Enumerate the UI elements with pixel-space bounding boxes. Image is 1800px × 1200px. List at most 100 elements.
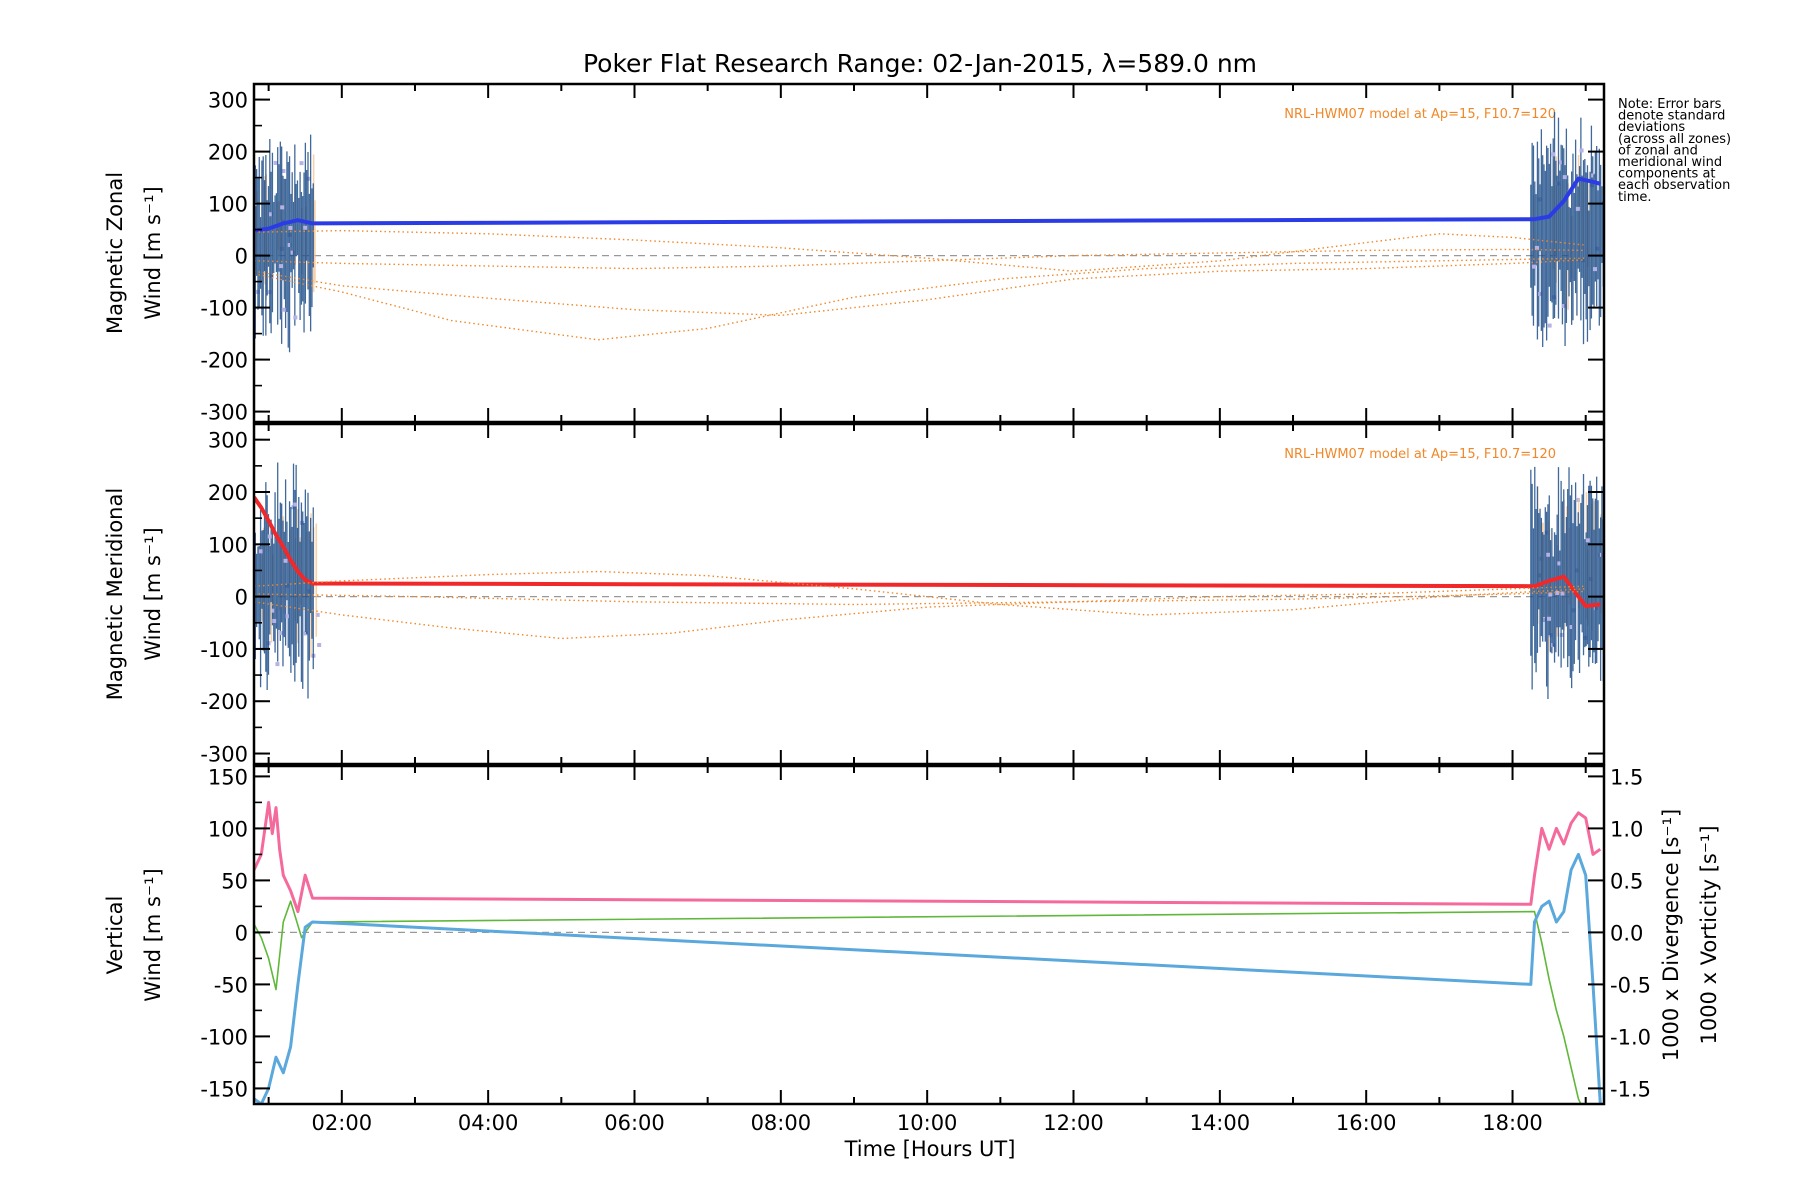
y-axis-label: Vertical	[103, 896, 127, 975]
y-tick-label: -300	[200, 743, 248, 767]
zone-wind-point	[317, 643, 322, 648]
zone-wind-point	[315, 612, 320, 617]
zonal-plot-frame	[252, 82, 1606, 424]
x-tick-label: 02:00	[312, 1111, 373, 1135]
zone-wind-point	[1538, 291, 1543, 296]
right-y-tick-label: -1.0	[1610, 1025, 1651, 1049]
zone-wind-point	[268, 212, 273, 217]
meridional-wind-panel: NRL-HWM07 model at Ap=15, F10.7=120 300 2…	[103, 422, 1606, 767]
zone-wind-point	[293, 315, 298, 320]
y-tick-label: 0	[235, 921, 248, 945]
zone-wind-point	[1534, 245, 1539, 250]
zone-wind-point	[1555, 590, 1560, 595]
note-line: deviations	[1618, 120, 1685, 135]
y-axis-label: Magnetic Zonal	[103, 172, 127, 334]
zone-wind-point	[267, 534, 272, 539]
hwm07-model-1-line	[254, 585, 1586, 640]
zone-wind-point	[306, 176, 311, 181]
zone-wind-point	[1585, 538, 1590, 543]
zone-wind-point	[1562, 175, 1567, 180]
zone-wind-point	[285, 614, 290, 619]
zone-wind-point	[279, 264, 284, 269]
note-line: meridional wind	[1618, 155, 1722, 170]
zone-wind-point	[1569, 625, 1574, 630]
chart-title: Poker Flat Research Range: 02-Jan-2015, …	[583, 49, 1257, 78]
y-tick-label: -100	[200, 638, 248, 662]
note-line: each observation	[1618, 178, 1730, 193]
zone-wind-point	[1532, 264, 1537, 269]
y-axis-label: Wind [m s⁻¹]	[141, 527, 165, 660]
1000-x-divergence-line	[254, 852, 1602, 1104]
note-line: Note: Error bars	[1618, 97, 1722, 112]
y-tick-label: 50	[221, 869, 248, 893]
zone-wind-point	[271, 608, 276, 613]
zone-wind-point	[290, 250, 295, 255]
x-tick-label: 06:00	[604, 1111, 665, 1135]
zone-wind-point	[1546, 616, 1551, 621]
zone-wind-point	[293, 502, 298, 507]
zone-wind-point	[275, 662, 280, 667]
zone-wind-point	[1579, 148, 1584, 153]
zone-wind-point	[280, 205, 285, 210]
note-line: time.	[1618, 190, 1652, 205]
zone-wind-point	[1558, 160, 1563, 165]
x-tick-label: 08:00	[751, 1111, 812, 1135]
x-tick-label: 16:00	[1336, 1111, 1397, 1135]
y-tick-label: -50	[214, 973, 248, 997]
y-tick-label: -200	[200, 690, 248, 714]
y-tick-label: 300	[208, 89, 248, 113]
note-line: components at	[1618, 167, 1716, 182]
y-tick-label: 200	[208, 141, 248, 165]
right-y-tick-label: 0.5	[1610, 869, 1643, 893]
zonal-wind-panel: NRL-HWM07 model at Ap=15, F10.7=120 300 2…	[103, 82, 1606, 425]
zonal-plot-area	[254, 112, 1604, 353]
zone-wind-point	[1547, 323, 1552, 328]
right-y-tick-label: 1.0	[1610, 817, 1643, 841]
vertical-wind-panel: 150 100 50 0 -50 -100 -150 1.5 1.0 0.5 0.0 -0.5 -1.0…	[103, 764, 1721, 1161]
zone-wind-point	[1593, 267, 1598, 272]
x-tick-label: 12:00	[1043, 1111, 1104, 1135]
zone-wind-point	[1557, 561, 1562, 566]
y-tick-label: 200	[208, 481, 248, 505]
zone-wind-point	[1575, 206, 1580, 211]
right-y-tick-label: 0.0	[1610, 921, 1643, 945]
vertical-plot-area	[254, 800, 1602, 1104]
zone-wind-point	[1591, 173, 1596, 178]
y-tick-label: -100	[200, 297, 248, 321]
zone-wind-point	[288, 225, 293, 230]
x-axis-label: Time [Hours UT]	[844, 1137, 1016, 1161]
zone-wind-point	[1551, 152, 1556, 157]
1000-x-vorticity-line	[254, 800, 1602, 914]
vertical-plot-frame	[252, 764, 1606, 1106]
x-tick-label: 18:00	[1482, 1111, 1543, 1135]
hwm07-model-3-line	[254, 229, 1586, 272]
zone-wind-point	[1562, 303, 1567, 308]
zone-wind-point	[273, 160, 278, 165]
zone-wind-point	[299, 161, 304, 166]
y-tick-label: 300	[208, 429, 248, 453]
zone-wind-point	[1541, 618, 1546, 623]
y-tick-label: 100	[208, 193, 248, 217]
zone-wind-point	[303, 631, 308, 636]
right-y-tick-label: -0.5	[1610, 973, 1651, 997]
right-y-tick-label: 1.5	[1610, 765, 1643, 789]
zone-wind-point	[272, 618, 277, 623]
y-tick-label: -200	[200, 349, 248, 373]
zone-wind-point	[1560, 591, 1565, 596]
zone-wind-point	[1546, 552, 1551, 557]
y-tick-label: 100	[208, 817, 248, 841]
note-line: denote standard	[1618, 109, 1725, 124]
magnetic-zonal-wind-line	[254, 176, 1601, 233]
y-axis-label: Wind [m s⁻¹]	[141, 186, 165, 319]
meridional-model-label: NRL-HWM07 model at Ap=15, F10.7=120	[1284, 447, 1556, 462]
vertical-wind-line	[254, 900, 1582, 1104]
y-axis-label: Magnetic Meridional	[103, 488, 127, 700]
right-y-tick-label: -1.5	[1610, 1077, 1651, 1101]
y-axis-label: Wind [m s⁻¹]	[141, 868, 165, 1001]
x-tick-label: 10:00	[897, 1111, 958, 1135]
meridional-plot-frame	[252, 422, 1606, 766]
hwm07-model-4-line	[254, 248, 1586, 270]
zone-wind-point	[283, 558, 288, 563]
zone-wind-point	[1559, 632, 1564, 637]
